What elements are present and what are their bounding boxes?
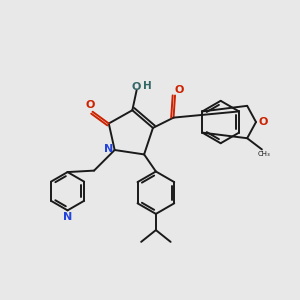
Text: O: O bbox=[132, 82, 141, 92]
Text: O: O bbox=[259, 117, 268, 127]
Text: CH₃: CH₃ bbox=[258, 151, 271, 157]
Text: H: H bbox=[143, 81, 152, 91]
Text: O: O bbox=[86, 100, 95, 110]
Text: O: O bbox=[175, 85, 184, 95]
Text: N: N bbox=[63, 212, 72, 222]
Text: N: N bbox=[104, 143, 113, 154]
